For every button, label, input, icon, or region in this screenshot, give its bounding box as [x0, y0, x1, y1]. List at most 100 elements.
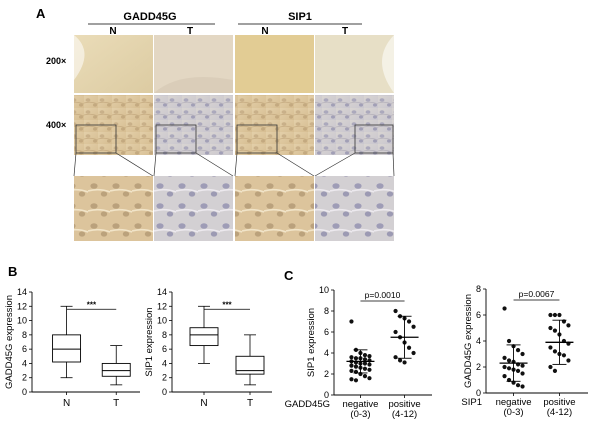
y-tick-label: 8 — [324, 306, 329, 316]
row-label-400x: 400× — [46, 120, 66, 130]
data-point — [362, 374, 368, 379]
data-point — [515, 368, 521, 373]
x-tick-label: negative (0-3) — [496, 397, 532, 418]
data-point — [353, 364, 359, 369]
y-tick-label: 8 — [22, 330, 27, 340]
data-point — [367, 376, 372, 381]
micrograph-gadd45g-n-zoom — [74, 176, 153, 241]
data-point — [411, 350, 416, 356]
box-iqr — [235, 355, 265, 375]
inset-box-4 — [354, 124, 394, 154]
data-point — [506, 358, 512, 363]
group-label-sip1: SIP1 — [288, 11, 312, 23]
data-point — [566, 323, 571, 328]
y-tick-label: 2 — [22, 373, 27, 383]
col-label-gadd45g-t: T — [187, 26, 193, 37]
y-tick-label: 6 — [324, 327, 329, 337]
significance-stars: *** — [87, 300, 97, 309]
data-point — [548, 325, 553, 331]
col-label-sip1-n: N — [261, 26, 268, 37]
y-tick-label: 6 — [22, 344, 27, 354]
data-point — [393, 308, 398, 314]
y-tick-label: 12 — [17, 301, 27, 311]
box-iqr — [101, 362, 131, 377]
y-tick-label: 14 — [17, 287, 27, 297]
group-label-gadd45g: GADD45G — [123, 11, 176, 23]
data-point — [520, 384, 525, 389]
data-point — [506, 366, 512, 371]
micrograph-gadd45g-n-200x — [74, 35, 153, 93]
data-point — [515, 348, 521, 353]
y-tick-label: 4 — [22, 358, 27, 368]
micrograph-row-zoom — [74, 176, 394, 241]
row-label-200x: 200× — [46, 56, 66, 66]
data-point — [362, 353, 368, 358]
micrograph-row-400x — [74, 95, 394, 155]
data-point — [353, 378, 359, 383]
y-axis-label: SIP1 expression — [144, 307, 155, 376]
micrograph-sip1-t-zoom — [315, 176, 394, 241]
data-point — [406, 319, 412, 324]
y-tick-label: 4 — [324, 348, 329, 358]
data-point — [349, 368, 354, 373]
y-tick-label: 2 — [476, 362, 481, 372]
data-point — [552, 368, 558, 373]
y-axis-label: GADD45G expression — [463, 294, 474, 388]
data-point — [393, 329, 398, 335]
data-point — [548, 345, 553, 350]
col-label-sip1-t: T — [342, 26, 348, 37]
box-iqr — [52, 334, 82, 363]
x-tick-label: positive (4-12) — [543, 397, 575, 418]
data-point — [548, 364, 553, 370]
x-group-label: GADD45G — [285, 399, 330, 410]
x-tick-label: negative (0-3) — [342, 399, 378, 420]
y-tick-label: 4 — [476, 336, 481, 346]
data-point — [502, 374, 507, 379]
data-point — [353, 356, 359, 361]
scatter-sip1-by-gadd45g: 0 2 4 6 8 10 SIP1 expression negative (0-3) posit… — [285, 285, 432, 420]
micrograph-sip1-t-200x — [315, 35, 394, 93]
panel-label-b: B — [8, 264, 17, 279]
data-point — [367, 362, 372, 367]
y-tick-label: 8 — [162, 330, 167, 340]
data-point — [393, 355, 398, 360]
col-label-gadd45g-n: N — [109, 26, 116, 37]
x-tick-label: N — [200, 398, 207, 409]
data-point — [362, 361, 368, 366]
data-point — [406, 345, 412, 350]
data-point — [506, 338, 512, 344]
data-point — [367, 367, 372, 372]
data-point — [367, 354, 372, 359]
data-point — [349, 377, 354, 382]
data-point — [548, 312, 553, 318]
y-tick-label: 8 — [476, 284, 481, 294]
y-tick-label: 10 — [157, 316, 167, 326]
data-point — [552, 349, 558, 354]
x-tick-label: T — [247, 398, 253, 409]
data-point — [502, 364, 507, 370]
y-tick-label: 10 — [319, 285, 329, 295]
y-tick-label: 0 — [324, 390, 329, 400]
y-tick-label: 10 — [17, 316, 27, 326]
data-point — [520, 351, 525, 357]
y-tick-label: 12 — [157, 301, 167, 311]
data-point — [349, 355, 354, 360]
y-tick-label: 0 — [162, 387, 167, 397]
data-point — [362, 357, 368, 362]
data-point — [502, 355, 507, 360]
data-point — [502, 306, 507, 311]
data-point — [520, 363, 525, 368]
panel-label-a: A — [36, 6, 46, 21]
significance-stars: *** — [222, 300, 232, 309]
data-point — [561, 353, 567, 358]
data-point — [397, 358, 403, 363]
x-group-label: SIP1 — [461, 397, 482, 408]
data-point — [520, 371, 525, 376]
micrograph-sip1-n-200x — [235, 35, 314, 93]
inset-box-2 — [155, 124, 197, 154]
data-point — [402, 360, 407, 365]
y-tick-label: 0 — [22, 387, 27, 397]
